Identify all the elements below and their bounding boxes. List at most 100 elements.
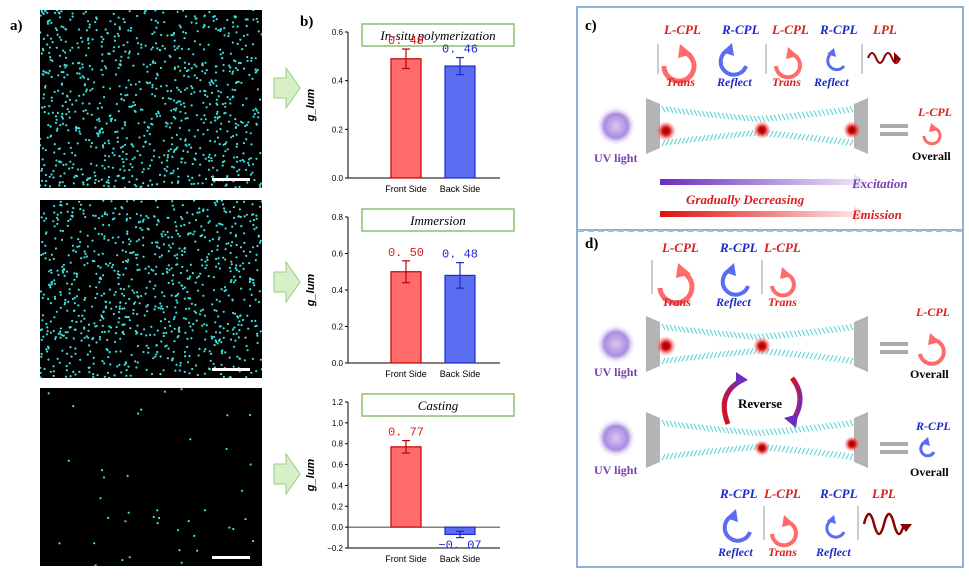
particle: [49, 370, 52, 373]
particle: [182, 30, 185, 34]
particle: [52, 374, 55, 377]
particle: [181, 265, 184, 268]
particle: [166, 159, 169, 162]
particle: [137, 238, 141, 241]
overall-label: Overall: [910, 367, 949, 381]
particle: [123, 21, 126, 24]
particle: [117, 276, 120, 279]
particle: [213, 343, 216, 347]
particle: [153, 149, 156, 152]
particle: [127, 365, 130, 368]
particle: [166, 122, 169, 125]
particle: [74, 110, 77, 113]
particle: [232, 216, 236, 219]
particle: [64, 51, 67, 54]
particle: [110, 119, 113, 123]
particle: [188, 307, 191, 310]
particle: [93, 542, 96, 545]
particle: [195, 22, 198, 25]
particle: [125, 374, 128, 377]
particle: [118, 363, 121, 366]
particle: [94, 296, 97, 300]
particle: [206, 258, 209, 262]
particle: [82, 110, 85, 113]
particle: [169, 97, 172, 101]
particle: [146, 303, 149, 307]
particle: [259, 239, 262, 242]
particle: [59, 229, 62, 232]
arrow-right-icon: [273, 260, 301, 304]
particle: [181, 157, 184, 160]
particle: [54, 337, 57, 341]
y-tick-label: 0.2: [332, 125, 344, 134]
particle: [63, 303, 66, 306]
particle: [75, 275, 78, 278]
particle: [247, 164, 250, 167]
particle: [64, 28, 68, 31]
particle: [182, 102, 185, 105]
particle: [212, 19, 215, 22]
particle: [170, 33, 173, 37]
particle: [186, 337, 189, 340]
chart-title: Immersion: [409, 213, 466, 228]
particle: [102, 317, 105, 320]
particle: [180, 103, 183, 106]
particle: [216, 342, 219, 345]
particle: [132, 64, 135, 67]
particle: [222, 336, 225, 339]
particle: [156, 74, 159, 77]
particle: [114, 291, 117, 294]
particle: [53, 225, 56, 228]
particle: [165, 344, 168, 347]
particle: [125, 86, 128, 89]
particle: [97, 180, 100, 183]
scale-bar: [212, 368, 250, 371]
particle: [154, 273, 157, 276]
particle: [129, 327, 132, 330]
particle: [230, 263, 233, 266]
particle: [79, 203, 83, 206]
arrow-right-icon: [273, 66, 301, 110]
particle: [233, 88, 237, 92]
particle: [236, 156, 239, 159]
particle: [191, 272, 194, 275]
particle: [199, 43, 202, 46]
sublabel: Reflect: [716, 75, 752, 89]
particle: [94, 214, 97, 217]
particle: [203, 14, 206, 18]
particle: [125, 369, 128, 372]
particle: [81, 102, 84, 105]
y-axis-label: g_lum: [305, 274, 317, 308]
particle: [219, 128, 222, 131]
bar: [390, 58, 422, 179]
particle: [53, 151, 56, 154]
particle: [201, 182, 204, 185]
particle: [155, 353, 158, 356]
particle: [119, 59, 122, 63]
particle: [91, 259, 94, 262]
particle: [84, 138, 87, 141]
particle: [66, 282, 69, 285]
particle: [158, 173, 162, 176]
particle: [215, 340, 218, 343]
uv-source-icon: [596, 106, 636, 146]
particle: [42, 93, 45, 96]
particle: [125, 137, 128, 140]
particle: [243, 215, 246, 218]
particle: [50, 96, 53, 99]
particle: [49, 58, 52, 61]
particle: [89, 204, 92, 207]
particle: [186, 277, 189, 280]
particle: [101, 324, 104, 327]
equals-icon: [880, 342, 908, 346]
particle: [106, 213, 109, 216]
particle: [52, 329, 55, 333]
particle: [118, 85, 121, 88]
particle: [162, 11, 165, 14]
particle: [126, 260, 129, 263]
particle: [110, 307, 113, 310]
particle: [194, 281, 197, 284]
particle: [208, 350, 211, 353]
particle: [122, 44, 125, 47]
particle: [151, 123, 154, 126]
